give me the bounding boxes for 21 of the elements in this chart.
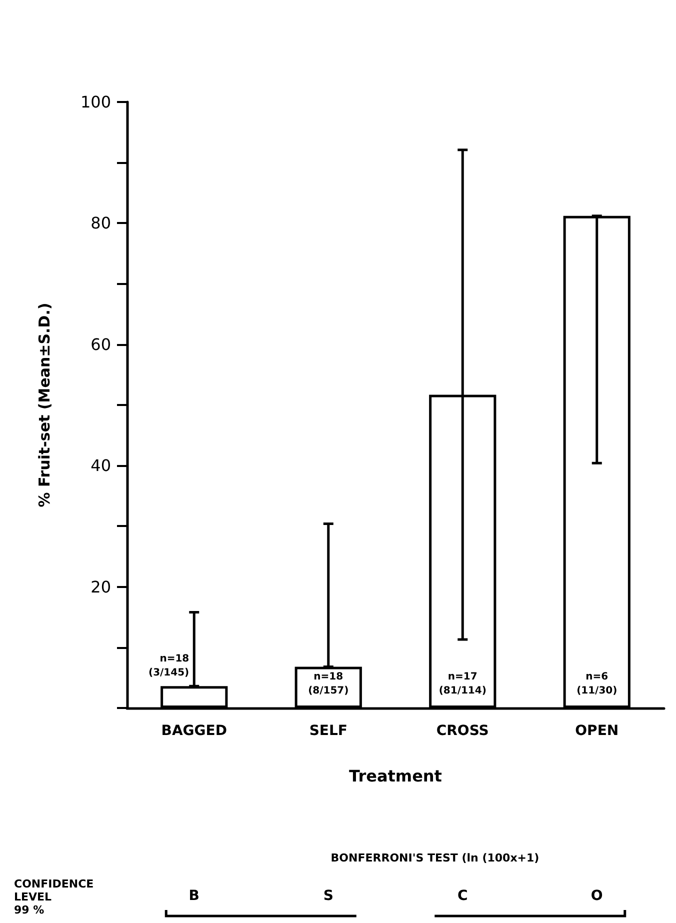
text: C	[457, 888, 468, 904]
y-tick-label: 80	[90, 214, 111, 233]
annotation: n=18 (8/157)	[308, 672, 349, 696]
text: B	[188, 888, 200, 904]
y-tick-label: 100	[80, 92, 111, 112]
text: CONFIDENCE LEVEL 99 %	[14, 878, 94, 916]
x-tick-label: OPEN	[575, 723, 619, 739]
x-tick-label: SELF	[309, 723, 348, 739]
annotation: n=17 (81/114)	[438, 672, 486, 696]
text: S	[323, 888, 334, 904]
annotation: n=18 (3/145)	[148, 654, 190, 679]
text: O	[590, 888, 603, 904]
y-tick-label: 40	[90, 456, 111, 476]
x-axis-title: Treatment	[349, 766, 442, 786]
x-tick-label: BAGGED	[161, 723, 227, 739]
y-axis-title: % Fruit-set (Mean±S.D.)	[36, 302, 54, 508]
text: BONFERRONI'S TEST (ln (100x+1)	[330, 852, 540, 864]
y-tick-label: 20	[90, 577, 111, 596]
annotation: n=6 (11/30)	[576, 672, 618, 696]
y-tick-label: 60	[90, 334, 111, 354]
x-tick-label: CROSS	[436, 723, 489, 739]
